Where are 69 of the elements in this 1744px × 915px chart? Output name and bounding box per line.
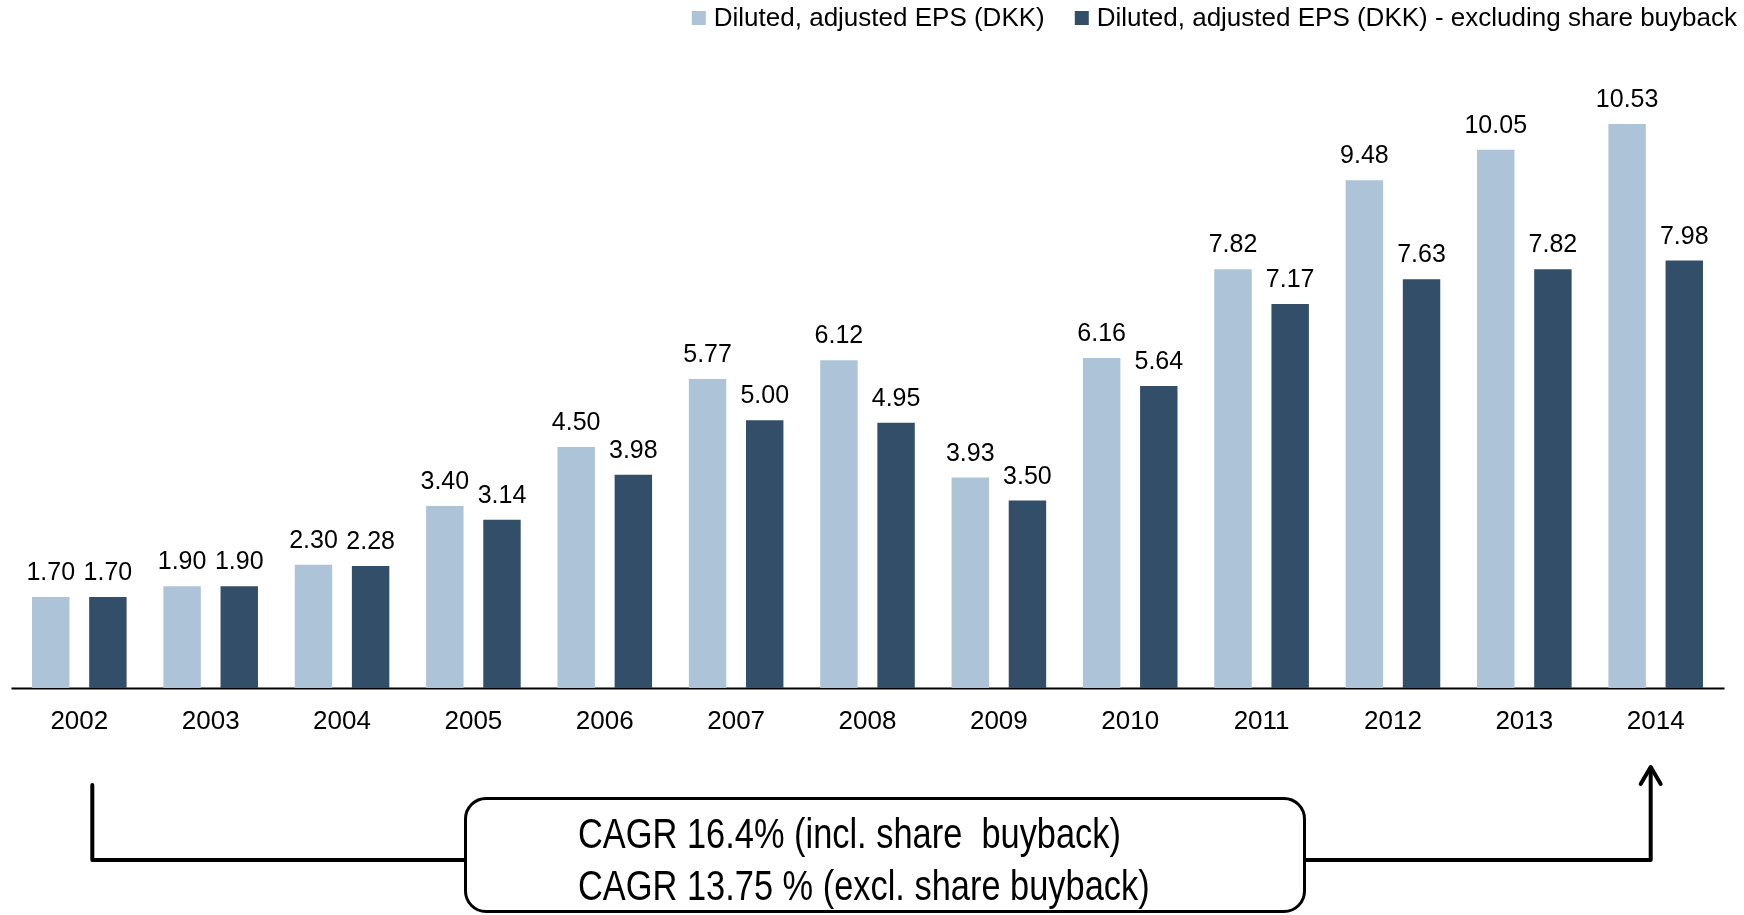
x-tick-label: 2011 bbox=[1233, 704, 1290, 735]
data-label: 7.82 bbox=[1528, 229, 1578, 258]
bar bbox=[1534, 269, 1572, 688]
data-label: 3.50 bbox=[1003, 460, 1052, 489]
bar bbox=[951, 477, 990, 688]
bar bbox=[483, 519, 521, 688]
bar bbox=[745, 420, 784, 688]
data-label: 7.17 bbox=[1265, 263, 1315, 292]
x-tick-label: 2003 bbox=[181, 704, 240, 735]
data-label: 1.90 bbox=[214, 546, 264, 575]
data-label: 5.77 bbox=[683, 338, 732, 367]
bar bbox=[1008, 500, 1047, 688]
x-tick-label: 2014 bbox=[1626, 704, 1685, 735]
data-label: 7.63 bbox=[1397, 239, 1446, 268]
x-tick-label: 2010 bbox=[1101, 704, 1160, 735]
x-tick-label: 2008 bbox=[838, 704, 897, 735]
data-label: 4.95 bbox=[871, 382, 921, 411]
bar bbox=[32, 596, 70, 688]
bar bbox=[351, 565, 390, 688]
bar bbox=[557, 446, 595, 688]
bar bbox=[877, 422, 915, 688]
bar bbox=[1271, 303, 1309, 688]
x-tick-label: 2009 bbox=[969, 704, 1028, 735]
bar bbox=[426, 505, 464, 688]
data-label: 10.05 bbox=[1464, 109, 1528, 138]
data-label: 9.48 bbox=[1340, 140, 1389, 169]
bar bbox=[163, 586, 201, 688]
bar bbox=[89, 596, 127, 688]
bar bbox=[614, 474, 653, 688]
bar bbox=[1082, 358, 1121, 688]
bar bbox=[1214, 269, 1252, 688]
data-label: 3.40 bbox=[420, 465, 470, 494]
data-label: 7.98 bbox=[1659, 220, 1709, 249]
data-label: 5.64 bbox=[1134, 345, 1184, 374]
x-tick-label: 2002 bbox=[50, 704, 109, 735]
data-label: 6.12 bbox=[814, 320, 864, 349]
data-label: 2.28 bbox=[346, 525, 395, 554]
data-label: 3.93 bbox=[945, 437, 995, 466]
bar bbox=[1402, 279, 1441, 688]
data-label: 5.00 bbox=[740, 380, 790, 409]
text: CAGR 13.75 % (excl. share buyback) bbox=[578, 861, 1150, 909]
legend-label: Diluted, adjusted EPS (DKK) bbox=[713, 2, 1045, 32]
text: CAGR 16.4% (incl. share buyback) bbox=[578, 809, 1121, 857]
bar bbox=[1665, 260, 1703, 688]
data-label: 1.70 bbox=[83, 556, 133, 585]
data-label: 1.70 bbox=[26, 556, 76, 585]
data-label: 7.82 bbox=[1208, 229, 1258, 258]
bar bbox=[1345, 180, 1384, 688]
data-label: 4.50 bbox=[551, 406, 601, 435]
x-tick-label: 2005 bbox=[444, 704, 503, 735]
bar bbox=[220, 586, 258, 688]
data-label: 6.16 bbox=[1077, 318, 1126, 347]
x-tick-label: 2012 bbox=[1364, 704, 1422, 735]
x-tick-label: 2007 bbox=[707, 704, 766, 735]
x-tick-label: 2006 bbox=[575, 704, 634, 735]
data-label: 2.30 bbox=[289, 524, 338, 553]
data-label: 10.53 bbox=[1595, 84, 1659, 112]
bar bbox=[820, 360, 858, 688]
x-tick-label: 2004 bbox=[313, 704, 371, 735]
data-label: 3.98 bbox=[609, 434, 658, 463]
bar bbox=[1608, 124, 1646, 688]
bar bbox=[1140, 385, 1178, 688]
bar bbox=[688, 378, 727, 688]
legend-label: Diluted, adjusted EPS (DKK) - excluding share buyback bbox=[1096, 2, 1738, 32]
data-label: 1.90 bbox=[157, 546, 207, 575]
bar bbox=[1477, 149, 1515, 688]
data-label: 3.14 bbox=[477, 479, 527, 508]
x-tick-label: 2013 bbox=[1495, 704, 1554, 735]
bar bbox=[294, 564, 333, 688]
